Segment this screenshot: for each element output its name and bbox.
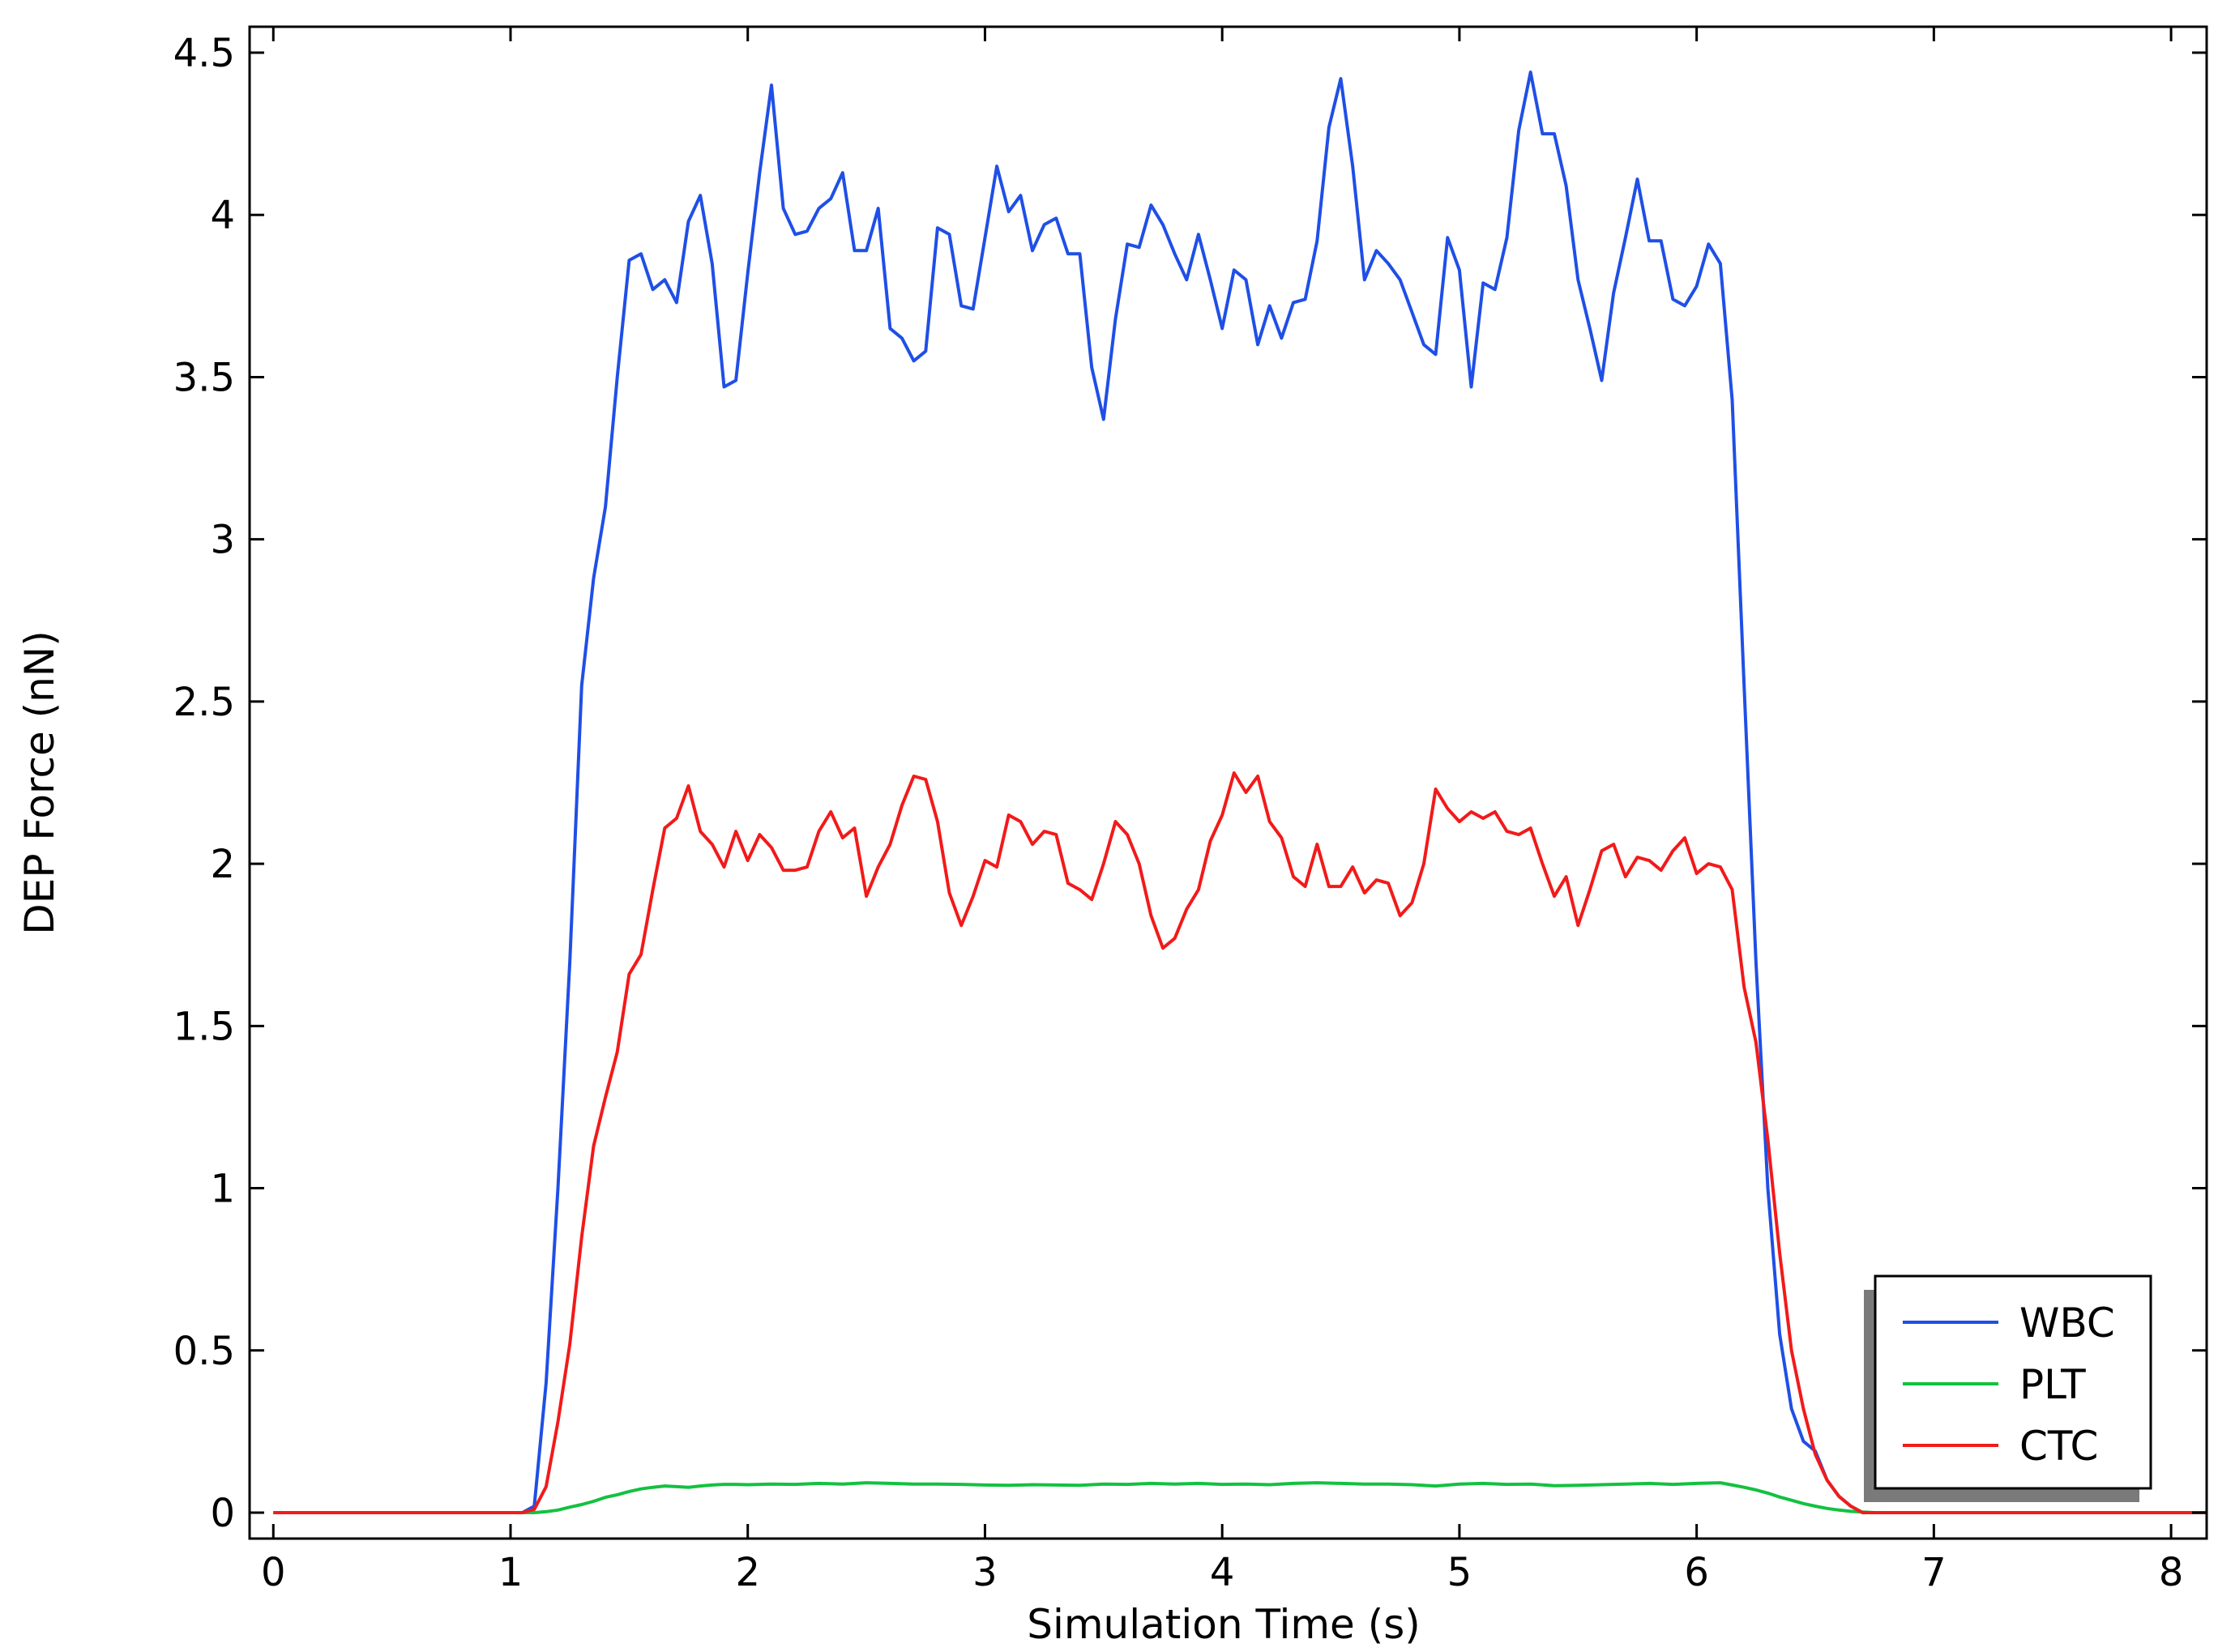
tick-labels: 0 1 2 3 4 5 6 7 8 0 0.5 1 1.5 2 2.5 3 3.5 4 4.5 bbox=[173, 31, 2184, 1595]
series-lines bbox=[273, 70, 2207, 1514]
y-tick-label: 2 bbox=[210, 842, 235, 887]
y-tick-label: 3 bbox=[210, 518, 235, 563]
y-axis-title: DEP Force (nN) bbox=[16, 630, 63, 934]
x-tick-label: 1 bbox=[498, 1550, 524, 1595]
x-tick-label: 5 bbox=[1447, 1550, 1472, 1595]
x-tick-label: 6 bbox=[1684, 1550, 1709, 1595]
legend-label-wbc: WBC bbox=[2019, 1300, 2115, 1347]
y-tick-label: 1.5 bbox=[173, 1004, 235, 1049]
series-line-ctc bbox=[273, 771, 2207, 1514]
y-tick-label: 0.5 bbox=[173, 1329, 235, 1374]
y-tick-label: 4 bbox=[210, 193, 235, 238]
y-tick-label: 4.5 bbox=[173, 31, 235, 76]
x-tick-label: 3 bbox=[972, 1550, 998, 1595]
x-tick-label: 7 bbox=[1921, 1550, 1947, 1595]
x-tick-label: 2 bbox=[735, 1550, 760, 1595]
x-tick-label: 8 bbox=[2159, 1550, 2184, 1595]
axis-ticks bbox=[250, 27, 2207, 1539]
legend-label-plt: PLT bbox=[2019, 1361, 2086, 1408]
series-line-wbc bbox=[273, 70, 2207, 1514]
y-tick-label: 2.5 bbox=[173, 680, 235, 725]
series-line-plt bbox=[273, 1481, 2207, 1514]
legend-label-ctc: CTC bbox=[2019, 1423, 2098, 1470]
y-tick-label: 3.5 bbox=[173, 355, 235, 400]
y-tick-label: 0 bbox=[210, 1491, 235, 1536]
x-axis-title: Simulation Time (s) bbox=[1027, 1601, 1421, 1648]
x-tick-label: 4 bbox=[1210, 1550, 1235, 1595]
plot-frame bbox=[248, 25, 2208, 1540]
y-tick-label: 1 bbox=[210, 1167, 235, 1212]
x-tick-label: 0 bbox=[261, 1550, 286, 1595]
legend: WBC PLT CTC bbox=[1864, 1274, 2152, 1502]
